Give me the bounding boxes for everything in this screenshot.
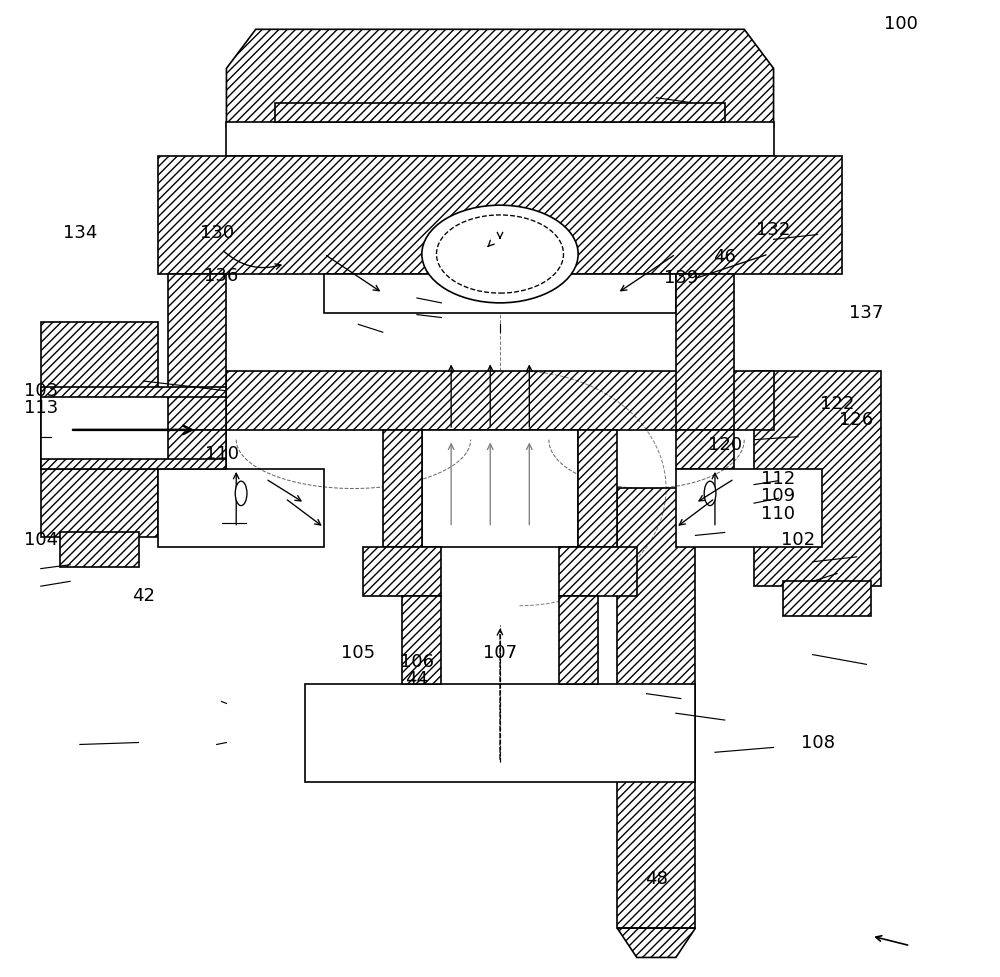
Text: 100: 100: [884, 16, 918, 33]
Bar: [578, 430, 617, 547]
Bar: [559, 596, 598, 684]
Bar: [158, 469, 324, 547]
Bar: [559, 547, 637, 596]
Text: 105: 105: [341, 644, 375, 661]
Bar: [676, 274, 734, 430]
Text: 103: 103: [24, 382, 58, 400]
Bar: [363, 547, 441, 596]
Bar: [41, 391, 226, 469]
Text: 110: 110: [205, 446, 239, 463]
Text: 44: 44: [405, 670, 428, 688]
Ellipse shape: [704, 482, 716, 506]
Bar: [158, 156, 842, 274]
Text: 136: 136: [204, 267, 239, 284]
Text: 139: 139: [664, 270, 698, 287]
Bar: [383, 430, 422, 547]
Bar: [324, 274, 676, 313]
Bar: [41, 459, 226, 469]
Text: 108: 108: [801, 734, 835, 751]
Bar: [226, 371, 774, 430]
Polygon shape: [617, 928, 695, 957]
Polygon shape: [226, 29, 774, 127]
Ellipse shape: [235, 482, 247, 506]
Bar: [41, 387, 226, 397]
Polygon shape: [275, 103, 725, 122]
Bar: [754, 371, 881, 586]
Text: 46: 46: [713, 248, 736, 266]
Ellipse shape: [436, 215, 564, 293]
Bar: [676, 430, 734, 469]
Bar: [168, 430, 226, 469]
Text: 102: 102: [781, 531, 815, 549]
Bar: [168, 274, 226, 430]
Text: 122: 122: [820, 395, 854, 412]
Text: 106: 106: [400, 654, 434, 671]
Text: 107: 107: [483, 644, 517, 661]
Bar: [305, 684, 695, 782]
Text: 104: 104: [24, 531, 58, 549]
Text: 113: 113: [24, 400, 58, 417]
Text: 130: 130: [200, 224, 234, 241]
Text: 112: 112: [761, 470, 796, 488]
Bar: [226, 122, 774, 156]
Bar: [617, 488, 695, 928]
Text: 110: 110: [761, 505, 795, 523]
Text: 48: 48: [645, 871, 668, 888]
Bar: [422, 430, 578, 547]
Text: 134: 134: [63, 224, 97, 241]
Text: 132: 132: [756, 221, 791, 238]
Ellipse shape: [422, 205, 578, 303]
Text: 109: 109: [761, 488, 796, 505]
Text: 126: 126: [839, 411, 874, 429]
Bar: [60, 532, 139, 567]
Bar: [41, 322, 158, 537]
Text: 42: 42: [132, 587, 155, 605]
Bar: [402, 596, 441, 684]
Bar: [783, 581, 871, 616]
Text: 120: 120: [708, 436, 742, 453]
Text: 137: 137: [849, 304, 884, 321]
Bar: [676, 469, 822, 547]
